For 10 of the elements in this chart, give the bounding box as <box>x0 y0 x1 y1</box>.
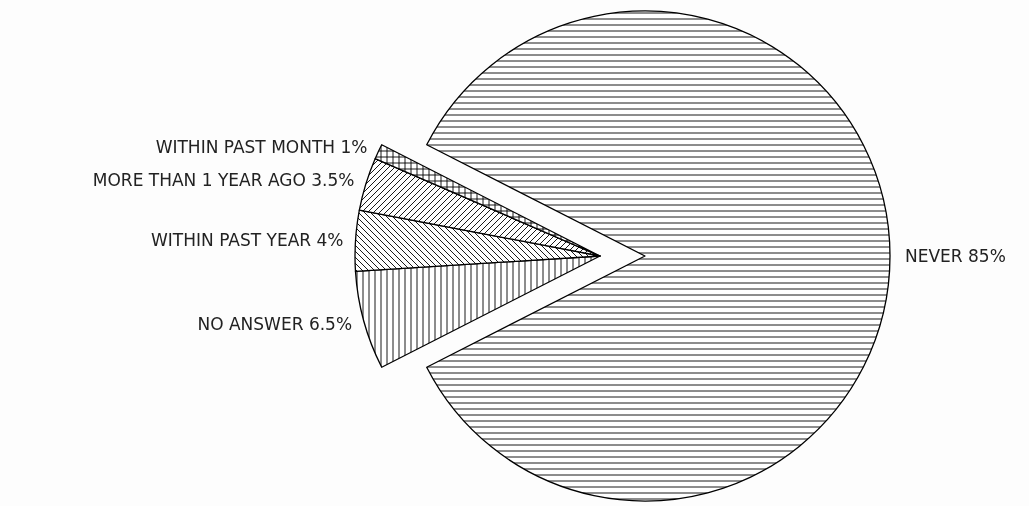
slice-label: MORE THAN 1 YEAR AGO <box>92 170 306 191</box>
slice-label: WITHIN PAST MONTH <box>155 136 336 157</box>
data-label: 1% <box>335 136 368 157</box>
data-label: 6.5% <box>303 313 353 334</box>
slice-label: NEVER <box>905 245 963 266</box>
data-label: 3.5% <box>305 170 355 191</box>
data-label: 4% <box>311 229 344 250</box>
slice-label: WITHIN PAST YEAR <box>151 229 312 250</box>
data-label: 85% <box>962 245 1006 266</box>
slice-label: NO ANSWER <box>197 313 304 334</box>
